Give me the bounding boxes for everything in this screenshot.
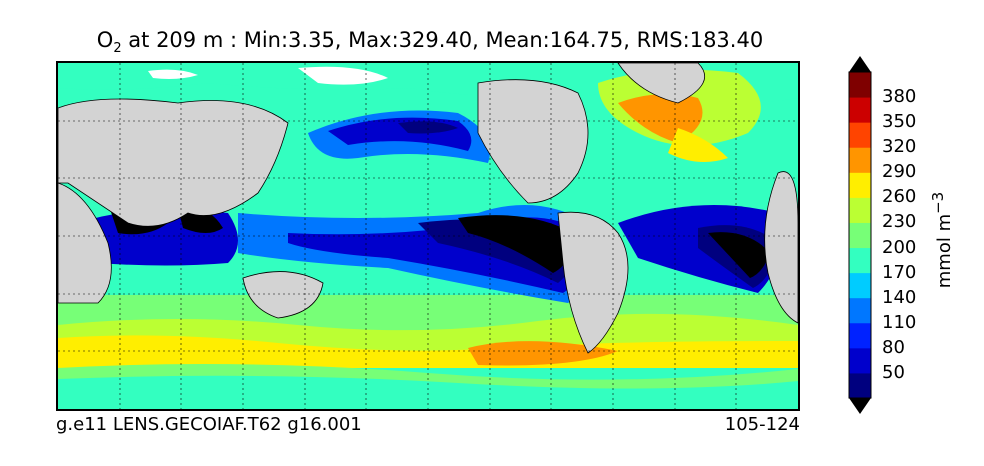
north-america bbox=[477, 79, 589, 204]
colorbar-max-extend-arrow bbox=[849, 56, 871, 72]
colorbar-segment bbox=[849, 147, 871, 173]
title-stats: at 209 m : Min:3.35, Max:329.40, Mean:16… bbox=[121, 28, 764, 52]
colorbar bbox=[848, 56, 872, 414]
australia bbox=[242, 271, 324, 319]
colorbar-segment bbox=[849, 372, 871, 399]
title-variable-subscript: 2 bbox=[113, 41, 122, 57]
title-variable: O bbox=[96, 28, 114, 52]
colorbar-segment bbox=[849, 322, 871, 349]
colorbar-tick-label: 200 bbox=[882, 236, 917, 258]
colorbar-segment bbox=[849, 72, 871, 98]
south-america bbox=[557, 211, 629, 354]
africa-west bbox=[764, 171, 798, 324]
map-canvas bbox=[58, 63, 798, 409]
graticule bbox=[58, 63, 798, 409]
north-atlantic-260 bbox=[668, 128, 728, 162]
colorbar-tick-label: 230 bbox=[882, 211, 917, 233]
colorbar-frame bbox=[848, 71, 872, 399]
colorbar-segment bbox=[849, 172, 871, 198]
southern-patch-290 bbox=[468, 341, 618, 366]
colorbar-tick-label: 140 bbox=[882, 286, 917, 308]
eurasia bbox=[58, 98, 289, 227]
ice-1 bbox=[298, 66, 388, 85]
colorbar-min-extend-arrow bbox=[849, 398, 871, 414]
colorbar-unit-label: mmol m−3 bbox=[929, 192, 955, 288]
colorbar-tick-label: 290 bbox=[882, 161, 917, 183]
footer-case-name: g.e11 LENS.GECOIAF.T62 g16.001 bbox=[56, 414, 362, 435]
north-pacific-50 bbox=[398, 121, 458, 134]
colorbar-segment bbox=[849, 97, 871, 123]
colorbar-tick-label: 110 bbox=[882, 311, 917, 333]
unit-exponent: −3 bbox=[929, 191, 947, 214]
colorbar-tick-label: 80 bbox=[882, 336, 905, 358]
ice-2 bbox=[148, 69, 198, 79]
eq-pacific-min bbox=[458, 215, 573, 273]
eq-atlantic-min bbox=[708, 232, 770, 278]
footer-years: 105-124 bbox=[724, 414, 800, 435]
colorbar-segment bbox=[849, 247, 871, 274]
colorbar-tick-label: 350 bbox=[882, 111, 917, 133]
colorbar-segment bbox=[849, 122, 871, 148]
colorbar-segment bbox=[849, 272, 871, 299]
colorbar-tick-label: 50 bbox=[882, 361, 905, 383]
colorbar-tick-label: 170 bbox=[882, 261, 917, 283]
greenland bbox=[617, 63, 705, 104]
colorbar-tick-label: 380 bbox=[882, 86, 917, 108]
colorbar-segment bbox=[849, 347, 871, 374]
ocean-oxygen-map bbox=[56, 61, 800, 411]
colorbar-segment bbox=[849, 297, 871, 324]
colorbar-tick-label: 320 bbox=[882, 136, 917, 158]
unit-text: mmol m bbox=[934, 213, 955, 289]
land-masses bbox=[58, 63, 798, 354]
sea-ice bbox=[148, 66, 388, 85]
colorbar-tick-label: 260 bbox=[882, 186, 917, 208]
colorbar-segment bbox=[849, 222, 871, 249]
map-title: O2 at 209 m : Min:3.35, Max:329.40, Mean… bbox=[0, 28, 860, 56]
colorbar-segment bbox=[849, 197, 871, 223]
africa-east bbox=[58, 182, 112, 304]
